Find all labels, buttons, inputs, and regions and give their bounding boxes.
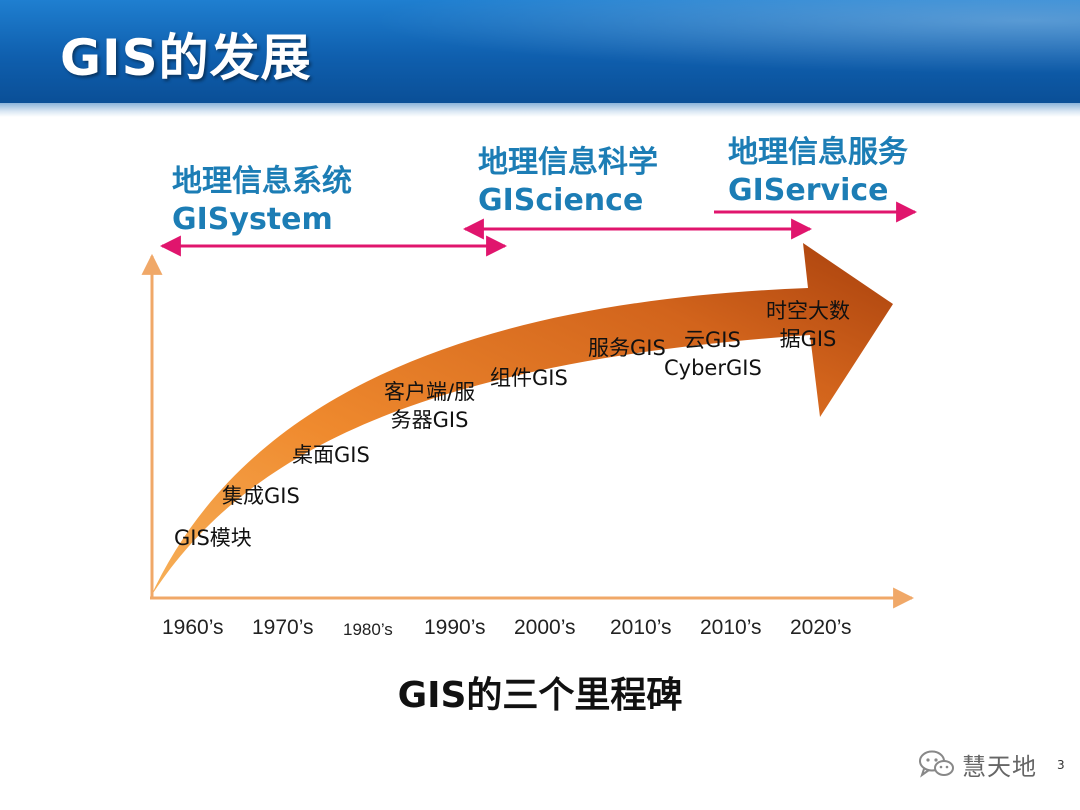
- header-bar: [0, 0, 1080, 103]
- timeline-tick: 1970’s: [252, 616, 314, 639]
- watermark: 慧天地: [918, 748, 1037, 781]
- era-cn: 地理信息系统: [172, 164, 352, 199]
- header-shadow: [0, 103, 1080, 117]
- era-en: GISystem: [172, 202, 333, 237]
- milestone-component-gis: 组件GIS: [490, 366, 568, 390]
- timeline-tick: 2020’s: [790, 616, 852, 639]
- timeline-tick: 1990’s: [424, 616, 486, 639]
- growth-arrow: [150, 243, 893, 598]
- milestone-spatiotemporal-bigdata-gis: 时空大数 据GIS: [766, 299, 850, 351]
- milestone-cybergis: CyberGIS: [664, 356, 762, 380]
- timeline-tick: 2000’s: [514, 616, 576, 639]
- milestone-desktop-gis: 桌面GIS: [292, 443, 370, 467]
- milestone-client-server-gis: 客户端/服 务器GIS: [384, 380, 476, 432]
- milestone-gis-module: GIS模块: [174, 526, 252, 550]
- era-cn: 地理信息科学: [478, 145, 658, 180]
- timeline-tick: 2010’s: [610, 616, 672, 639]
- era-label-system: 地理信息系统 GISystem: [172, 163, 352, 239]
- timeline-tick: 1960’s: [162, 616, 224, 639]
- era-en: GIScience: [478, 183, 644, 218]
- header-gloss: [0, 0, 1080, 103]
- timeline-tick: 2010’s: [700, 616, 762, 639]
- milestone-service-gis: 服务GIS: [588, 336, 666, 360]
- timeline-tick: 1980’s: [343, 620, 393, 639]
- era-en: GIService: [728, 173, 889, 208]
- milestone-cloud-gis: 云GIS: [684, 328, 741, 352]
- watermark-text: 慧天地: [962, 752, 1037, 781]
- wechat-icon: [919, 750, 954, 778]
- milestone-integrated-gis: 集成GIS: [222, 484, 300, 508]
- era-label-science: 地理信息科学 GIScience: [478, 144, 658, 220]
- era-cn: 地理信息服务: [728, 135, 908, 170]
- diagram-caption: GIS的三个里程碑: [397, 675, 683, 716]
- page-number: 3: [1057, 758, 1065, 772]
- era-label-service: 地理信息服务 GIService: [728, 134, 908, 210]
- page-title: GIS的发展: [60, 29, 312, 87]
